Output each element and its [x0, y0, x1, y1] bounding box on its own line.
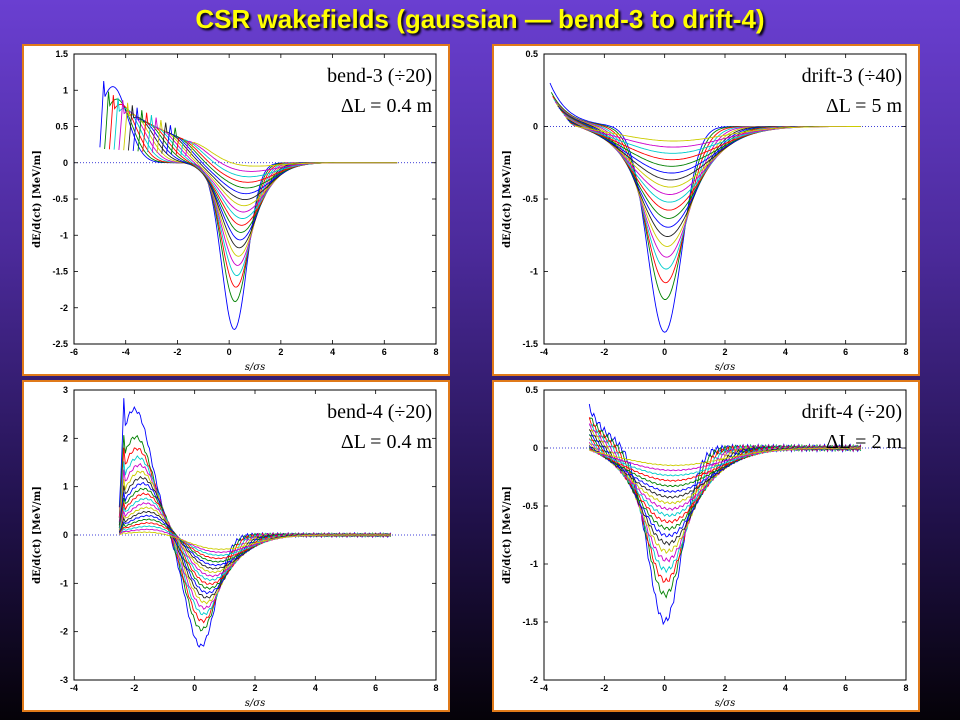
y-tick-label: -2	[60, 627, 68, 637]
plot-frame	[73, 53, 437, 345]
y-tick-label: -1.5	[522, 339, 538, 349]
x-tick-label: 4	[783, 347, 788, 357]
y-tick-label: -2.5	[52, 339, 68, 349]
y-tick-label: 1	[63, 482, 68, 492]
x-tick-label: -6	[70, 347, 78, 357]
x-tick-label: 6	[373, 683, 378, 693]
x-tick-label: -2	[173, 347, 181, 357]
y-tick-label: 1	[63, 85, 68, 95]
y-tick-label: -1.5	[522, 617, 538, 627]
page-title: CSR wakefields (gaussian — bend-3 to dri…	[195, 4, 765, 34]
x-axis-label: s/σs	[715, 362, 735, 373]
x-tick-label: 2	[722, 683, 727, 693]
x-tick-label: -4	[70, 683, 78, 693]
chart-panel-drift4: -4 -2 0 2 4 6 8 -2 -1.5 -1 -0.5 0 0.5 s/σs dE/d(ct) [M…	[492, 380, 920, 712]
curves	[118, 398, 392, 648]
curves	[588, 403, 862, 626]
chart-panel-bend3: -6 -4 -2 0 2 4 6 8 -2.5 -2 -1.5 -1 -0.5 0 0.5 1 1.5 s/σs d…	[22, 44, 450, 376]
y-tick-label: 1.5	[55, 49, 68, 59]
x-tick-label: 0	[662, 347, 667, 357]
y-tick-label: -1	[530, 559, 538, 569]
y-tick-label: -1.5	[52, 267, 68, 277]
y-tick-label: 0	[533, 122, 538, 132]
x-tick-label: 0	[662, 683, 667, 693]
x-tick-label: 8	[433, 683, 438, 693]
x-tick-label: 4	[330, 347, 335, 357]
y-tick-label: -1	[60, 230, 68, 240]
x-tick-label: 2	[278, 347, 283, 357]
y-tick-label: 0.5	[525, 385, 538, 395]
annotation-label: drift-3 (÷40)	[802, 65, 902, 87]
x-tick-label: 6	[843, 347, 848, 357]
x-tick-label: 2	[722, 347, 727, 357]
x-tick-label: -2	[600, 683, 608, 693]
x-tick-label: 8	[903, 683, 908, 693]
x-tick-label: 2	[252, 683, 257, 693]
x-tick-label: 6	[382, 347, 387, 357]
y-tick-label: -0.5	[52, 194, 68, 204]
x-tick-label: 4	[783, 683, 788, 693]
y-tick-label: -2	[530, 675, 538, 685]
y-tick-label: -2	[60, 303, 68, 313]
chart-panel-drift3: -4 -2 0 2 4 6 8 -1.5 -1 -0.5 0 0.5 s/σs dE/d(ct) [MeV…	[492, 44, 920, 376]
curves	[99, 80, 398, 331]
chart-drift3: -4 -2 0 2 4 6 8 -1.5 -1 -0.5 0 0.5 s/σs dE/d(ct) [MeV…	[502, 49, 909, 373]
x-tick-label: 4	[313, 683, 318, 693]
y-tick-label: 2	[63, 433, 68, 443]
annotation-dl: ΔL = 0.4 m	[341, 431, 433, 453]
series-line	[189, 142, 398, 167]
annotation-dl: ΔL = 0.4 m	[341, 95, 433, 117]
x-axis-label: s/σs	[245, 698, 265, 709]
x-tick-label: -2	[600, 347, 608, 357]
y-axis-label: dE/d(ct) [MeV/m]	[32, 150, 43, 248]
y-tick-label: -3	[60, 675, 68, 685]
annotation-dl: ΔL = 5 m	[826, 95, 903, 117]
y-tick-label: 0.5	[525, 49, 538, 59]
annotation-label: drift-4 (÷20)	[802, 401, 902, 423]
y-tick-label: -0.5	[522, 501, 538, 511]
chart-panel-bend4: -4 -2 0 2 4 6 8 -3 -2 -1 0 1 2 3 s/σs dE/d(ct) [MeV/m] b…	[22, 380, 450, 712]
x-axis-label: s/σs	[715, 698, 735, 709]
y-tick-label: 0.5	[55, 122, 68, 132]
chart-bend3: -6 -4 -2 0 2 4 6 8 -2.5 -2 -1.5 -1 -0.5 0 0.5 1 1.5 s/σs d…	[32, 49, 439, 373]
y-tick-label: -1	[60, 578, 68, 588]
plot-frame	[543, 53, 907, 345]
chart-bend4: -4 -2 0 2 4 6 8 -3 -2 -1 0 1 2 3 s/σs dE/d(ct) [MeV/m] b…	[32, 385, 439, 709]
y-axis-label: dE/d(ct) [MeV/m]	[32, 486, 43, 584]
x-tick-label: -4	[122, 347, 130, 357]
x-tick-label: -4	[540, 683, 548, 693]
y-tick-label: 3	[63, 385, 68, 395]
x-tick-label: 8	[433, 347, 438, 357]
annotation-label: bend-4 (÷20)	[327, 401, 432, 423]
series-line	[119, 531, 391, 550]
y-axis-label: dE/d(ct) [MeV/m]	[502, 150, 513, 248]
x-tick-label: 0	[227, 347, 232, 357]
x-axis-label: s/σs	[245, 362, 265, 373]
y-tick-label: 0	[63, 530, 68, 540]
annotation-label: bend-3 (÷20)	[327, 65, 432, 87]
x-tick-label: 8	[903, 347, 908, 357]
y-tick-label: -0.5	[522, 194, 538, 204]
series-line	[574, 125, 861, 142]
curves	[549, 82, 861, 333]
x-tick-label: 6	[843, 683, 848, 693]
x-tick-label: -2	[130, 683, 138, 693]
y-tick-label: 0	[533, 443, 538, 453]
x-tick-label: 0	[192, 683, 197, 693]
y-tick-label: 0	[63, 158, 68, 168]
y-axis-label: dE/d(ct) [MeV/m]	[502, 486, 513, 584]
x-tick-label: -4	[540, 347, 548, 357]
y-tick-label: -1	[530, 267, 538, 277]
series-line	[589, 447, 861, 467]
annotation-dl: ΔL = 2 m	[826, 431, 903, 453]
